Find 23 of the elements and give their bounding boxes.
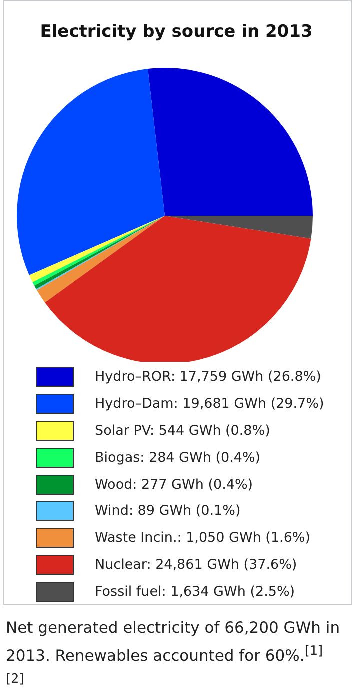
data-label: : 24,861 GWh (37.6%) <box>146 556 298 573</box>
data-label: : 19,681 GWh (29.7%) <box>174 396 324 412</box>
legend-label: Waste Incin. <box>95 530 178 546</box>
legend-label: Nuclear <box>95 556 147 573</box>
data-label: : 544 GWh (0.8%) <box>150 422 270 439</box>
legend-label: Wood <box>95 476 133 493</box>
pie-slice <box>45 216 312 362</box>
pie-slice <box>17 68 165 276</box>
data-label: : 1,634 GWh (2.5%) <box>162 584 296 600</box>
legend-label: Solar PV <box>95 422 150 439</box>
legend-label: Hydro–Dam <box>95 396 174 412</box>
legend-label: Fossil fuel <box>95 584 162 600</box>
pie-slice <box>165 216 313 239</box>
data-label: : 1,050 GWh (1.6%) <box>177 530 311 546</box>
chart-title: Electricity by source in 2013 <box>39 22 314 42</box>
data-label: : 277 GWh (0.4%) <box>132 476 254 493</box>
data-label: : 284 GWh (0.4%) <box>140 450 261 466</box>
data-label: : 17,759 GWh (26.8%) <box>170 369 322 386</box>
legend-label: Biogas <box>95 450 140 466</box>
data-label: : 89 GWh (0.1%) <box>128 503 241 520</box>
legend-label: Wind <box>95 503 129 520</box>
legend-label: Hydro–ROR <box>95 369 171 386</box>
pie-slice <box>148 68 313 216</box>
